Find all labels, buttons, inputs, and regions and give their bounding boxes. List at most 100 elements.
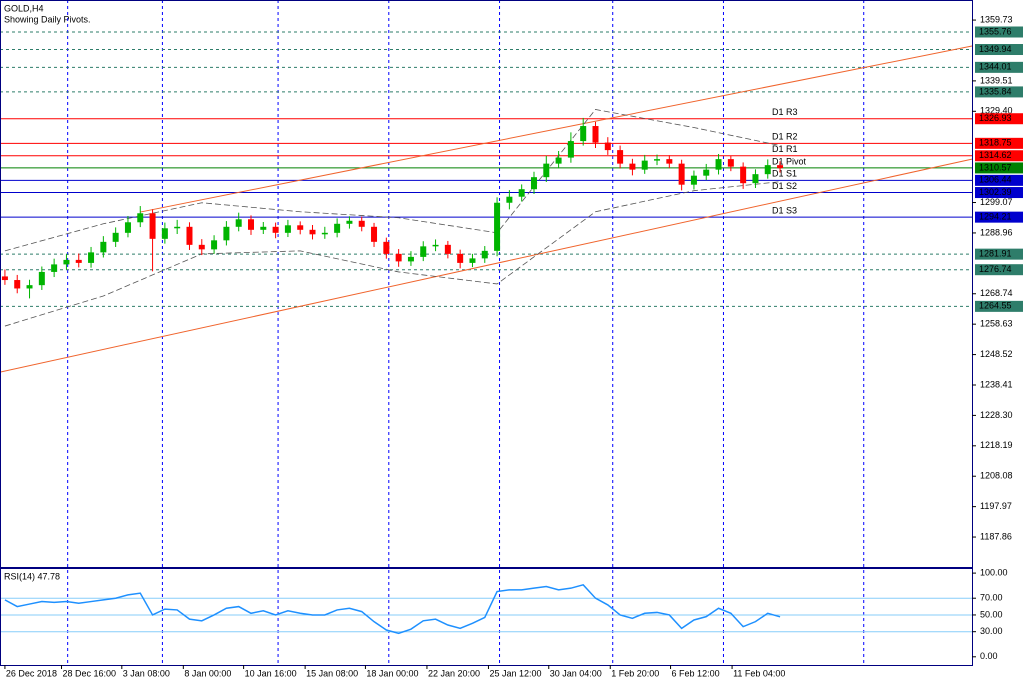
- x-tick-label: 25 Jan 12:00: [489, 668, 541, 678]
- candle-body: [666, 159, 673, 164]
- y-tick-label: 1258.63: [980, 319, 1013, 329]
- candle-body: [88, 252, 95, 263]
- price-box-label: 1264.55: [979, 301, 1012, 311]
- candle-body: [481, 250, 488, 259]
- price-box-label: 1335.84: [979, 86, 1012, 96]
- candle-body: [137, 213, 144, 223]
- candle-body: [530, 177, 537, 190]
- candle-body: [371, 226, 378, 242]
- candle-body: [407, 256, 414, 262]
- candle-body: [63, 259, 70, 265]
- price-box: [975, 264, 1023, 276]
- candle-body: [764, 165, 771, 175]
- chart-subtitle: Showing Daily Pivots.: [4, 14, 91, 24]
- candle-body: [383, 241, 390, 254]
- candle-body: [14, 280, 21, 289]
- x-tick-label: 3 Jan 08:00: [123, 668, 170, 678]
- rsi-tick-label: 0.00: [980, 651, 998, 661]
- candle-body: [26, 285, 33, 289]
- candle-body: [432, 244, 439, 247]
- x-tick-label: 28 Dec 16:00: [63, 668, 117, 678]
- rsi-tick-label: 30.00: [980, 626, 1003, 636]
- price-box: [975, 86, 1023, 98]
- candle-body: [494, 202, 501, 251]
- pivot-label: D1 S3: [772, 206, 797, 216]
- price-box: [975, 211, 1023, 223]
- candle-body: [75, 259, 82, 263]
- y-tick-label: 1218.19: [980, 440, 1013, 450]
- candle-body: [617, 150, 624, 164]
- candle-body: [321, 232, 328, 235]
- y-tick-label: 1228.30: [980, 410, 1013, 420]
- x-tick-label: 6 Feb 12:00: [672, 668, 720, 678]
- price-box: [975, 300, 1023, 312]
- candle-body: [247, 219, 254, 230]
- main-panel: [0, 0, 973, 568]
- candle-body: [641, 160, 648, 170]
- x-tick-label: 8 Jan 00:00: [184, 668, 231, 678]
- candle-body: [604, 142, 611, 151]
- y-tick-label: 1197.97: [980, 501, 1012, 511]
- candle-body: [223, 226, 230, 241]
- y-tick-label: 1339.51: [980, 75, 1013, 85]
- candle-body: [420, 246, 427, 257]
- rsi-tick-label: 70.00: [980, 593, 1003, 603]
- price-box: [975, 44, 1023, 56]
- price-box: [975, 150, 1023, 162]
- price-box-label: 1310.57: [979, 162, 1012, 172]
- candle-body: [186, 226, 193, 245]
- candle-body: [506, 196, 513, 203]
- x-tick-label: 11 Feb 04:00: [733, 668, 785, 678]
- price-box-label: 1302.39: [979, 187, 1012, 197]
- x-tick-label: 30 Jan 04:00: [550, 668, 602, 678]
- candle-body: [38, 271, 45, 286]
- candle-body: [284, 225, 291, 233]
- candle-body: [580, 126, 587, 142]
- candle-body: [777, 165, 784, 169]
- candle-body: [592, 126, 599, 143]
- candle-body: [272, 226, 279, 233]
- price-box: [975, 248, 1023, 260]
- candle-body: [715, 159, 722, 170]
- pivot-label: D1 R2: [772, 132, 798, 142]
- candle-body: [149, 213, 156, 239]
- pivot-label: D1 S2: [772, 181, 797, 191]
- y-tick-label: 1248.52: [980, 349, 1013, 359]
- price-box-label: 1326.93: [979, 113, 1012, 123]
- rsi-panel: [0, 568, 973, 666]
- x-tick-label: 15 Jan 08:00: [306, 668, 358, 678]
- candle-body: [629, 163, 636, 170]
- rsi-label: RSI(14) 47.78: [4, 571, 60, 581]
- rsi-line: [4, 583, 781, 635]
- candle-body: [654, 159, 661, 161]
- x-tick-label: 10 Jan 16:00: [245, 668, 297, 678]
- price-box: [975, 187, 1023, 199]
- y-tick-label: 1187.86: [980, 531, 1012, 541]
- candle-body: [518, 189, 525, 197]
- candle-body: [457, 253, 464, 263]
- price-box-label: 1355.76: [979, 26, 1012, 36]
- candle-body: [740, 166, 747, 184]
- y-tick-label: 1329.40: [980, 106, 1013, 116]
- x-tick-label: 26 Dec 2018: [6, 668, 57, 678]
- candle-body: [100, 241, 107, 253]
- candle-body: [334, 223, 341, 233]
- rsi-tick-label: 50.00: [980, 609, 1003, 619]
- candle-body: [198, 244, 205, 250]
- candle-body: [395, 253, 402, 262]
- y-tick-label: 1359.73: [980, 14, 1013, 24]
- band-line: [4, 109, 781, 252]
- candle-body: [124, 222, 131, 233]
- price-box: [975, 113, 1023, 125]
- rsi-tick-label: 100.00: [980, 567, 1008, 577]
- candle-body: [235, 219, 242, 227]
- candle-body: [555, 157, 562, 164]
- pivot-label: D1 S1: [772, 169, 797, 179]
- price-box-label: 1294.21: [979, 212, 1012, 222]
- price-box-label: 1318.75: [979, 138, 1012, 148]
- price-box: [975, 61, 1023, 73]
- candle-body: [309, 229, 316, 235]
- candle-body: [174, 226, 181, 229]
- trend-line: [0, 158, 973, 373]
